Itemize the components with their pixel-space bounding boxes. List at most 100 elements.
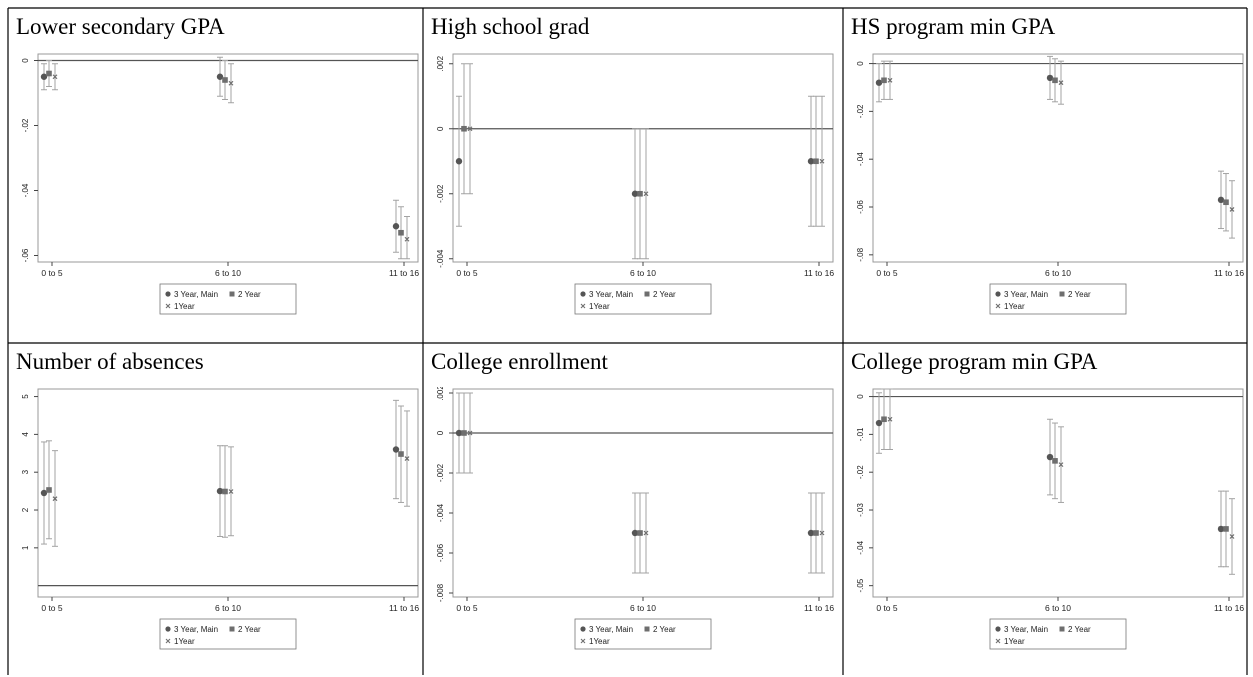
y-tick-label: .002: [436, 55, 445, 71]
x-tick-label: 0 to 5: [41, 268, 63, 278]
y-tick-label: -.008: [436, 583, 445, 602]
legend-marker-circle: [165, 626, 171, 632]
y-tick-label: 3: [21, 469, 30, 474]
legend-label: 1Year: [174, 302, 195, 311]
legend-marker-x: [165, 303, 171, 309]
x-tick-label: 0 to 5: [456, 603, 478, 613]
legend-marker-square: [1059, 626, 1065, 632]
point-circle: [1217, 525, 1225, 533]
point-square: [46, 487, 52, 493]
point-square: [46, 70, 52, 77]
point-circle: [455, 429, 463, 437]
y-tick-label: -.04: [856, 540, 865, 554]
legend-marker-x: [580, 638, 586, 644]
legend-marker-circle: [580, 291, 586, 297]
y-tick-label: 4: [21, 432, 30, 437]
x-tick-label: 0 to 5: [41, 603, 63, 613]
point-circle: [216, 73, 224, 80]
legend-label: 2 Year: [653, 625, 676, 634]
y-tick-label: .002: [436, 387, 445, 401]
y-tick-label: -.002: [436, 463, 445, 482]
legend-marker-square: [1059, 291, 1065, 297]
panel-title: HS program min GPA: [851, 14, 1056, 39]
panel-lower-secondary-gpa: Lower secondary GPA 0 -.02 -.04 -.06 0 to 5 6…: [8, 8, 423, 343]
point-circle: [392, 223, 400, 230]
legend-label: 1Year: [174, 637, 195, 646]
point-square: [222, 77, 228, 83]
legend-marker-circle: [995, 626, 1001, 632]
y-tick-label: -.006: [436, 543, 445, 562]
y-tick-label: -.04: [21, 183, 30, 197]
panel-title: High school grad: [431, 14, 590, 39]
legend-label: 3 Year, Main: [1004, 625, 1048, 634]
point-x: [643, 191, 649, 197]
chart-lower-secondary-gpa: 0 -.02 -.04 -.06 0 to 5 6 to 10 11 to 16 3 Year…: [21, 53, 419, 315]
y-tick-label: 0: [856, 61, 865, 66]
panel-title: Lower secondary GPA: [16, 14, 225, 39]
chart-number-of-absences: 1 2 3 4 5 0 to 5 6 to 10 11 to 16 3 Year, Main 2 …: [21, 388, 419, 650]
point-square: [398, 229, 404, 236]
x-tick-label: 0 to 5: [456, 268, 478, 278]
legend-label: 2 Year: [653, 290, 676, 299]
point-circle: [40, 489, 48, 497]
point-square: [1052, 77, 1058, 84]
x-tick-label: 11 to 16: [804, 268, 834, 278]
panel-number-of-absences: Number of absences 1 2 3 4 5 0 to 5 6 to 10 11 …: [8, 343, 423, 675]
point-circle: [1046, 74, 1054, 82]
x-tick-label: 6 to 10: [630, 268, 656, 278]
point-circle: [807, 158, 815, 165]
x-tick-label: 11 to 16: [389, 603, 419, 613]
legend-label: 3 Year, Main: [1004, 290, 1048, 299]
point-x: [52, 74, 58, 80]
panel-title: College enrollment: [431, 349, 608, 374]
y-tick-label: -.004: [436, 249, 445, 268]
point-circle: [875, 419, 883, 427]
point-circle: [1217, 196, 1225, 204]
legend-box: [159, 283, 297, 315]
x-tick-label: 11 to 16: [389, 268, 419, 278]
y-tick-label: 0: [436, 430, 445, 435]
y-tick-label: -.02: [21, 118, 30, 132]
point-square: [461, 125, 467, 132]
legend-box: [989, 283, 1127, 315]
plot-frame: [872, 388, 1244, 598]
y-tick-label: -.02: [856, 104, 865, 118]
point-square: [813, 158, 819, 165]
legend-box: [989, 618, 1127, 650]
y-tick-label: -.002: [436, 184, 445, 203]
x-tick-label: 6 to 10: [630, 603, 656, 613]
point-x: [404, 456, 410, 462]
y-tick-label: 1: [21, 545, 30, 550]
legend-label: 1Year: [1004, 637, 1025, 646]
point-x: [819, 158, 825, 164]
legend-marker-circle: [580, 626, 586, 632]
panel-title: College program min GPA: [851, 349, 1098, 374]
legend-marker-x: [995, 303, 1001, 309]
legend-marker-x: [995, 638, 1001, 644]
x-tick-label: 6 to 10: [215, 603, 241, 613]
point-x: [52, 496, 58, 502]
legend-label: 3 Year, Main: [589, 625, 633, 634]
point-x: [1229, 534, 1235, 539]
point-circle: [455, 158, 463, 165]
point-x: [404, 236, 410, 242]
legend-label: 2 Year: [1068, 625, 1091, 634]
legend-marker-circle: [995, 291, 1001, 297]
y-tick-label: -.004: [436, 503, 445, 522]
y-tick-label: 0: [21, 58, 30, 63]
y-tick-label: -.06: [856, 200, 865, 214]
legend-label: 1Year: [1004, 302, 1025, 311]
x-tick-label: 11 to 16: [1214, 603, 1244, 613]
point-circle: [40, 73, 48, 80]
plot-frame: [452, 53, 834, 263]
legend-marker-square: [229, 291, 235, 297]
x-tick-label: 6 to 10: [1045, 268, 1071, 278]
point-square: [398, 451, 404, 457]
point-square: [881, 77, 887, 84]
y-tick-label: -.04: [856, 152, 865, 166]
panel-title: Number of absences: [16, 349, 204, 374]
chart-hs-program-min-gpa: 0 -.02 -.04 -.06 -.08 0 to 5 6 to 10 11 to 16 3 …: [856, 53, 1244, 315]
point-x: [887, 416, 893, 422]
